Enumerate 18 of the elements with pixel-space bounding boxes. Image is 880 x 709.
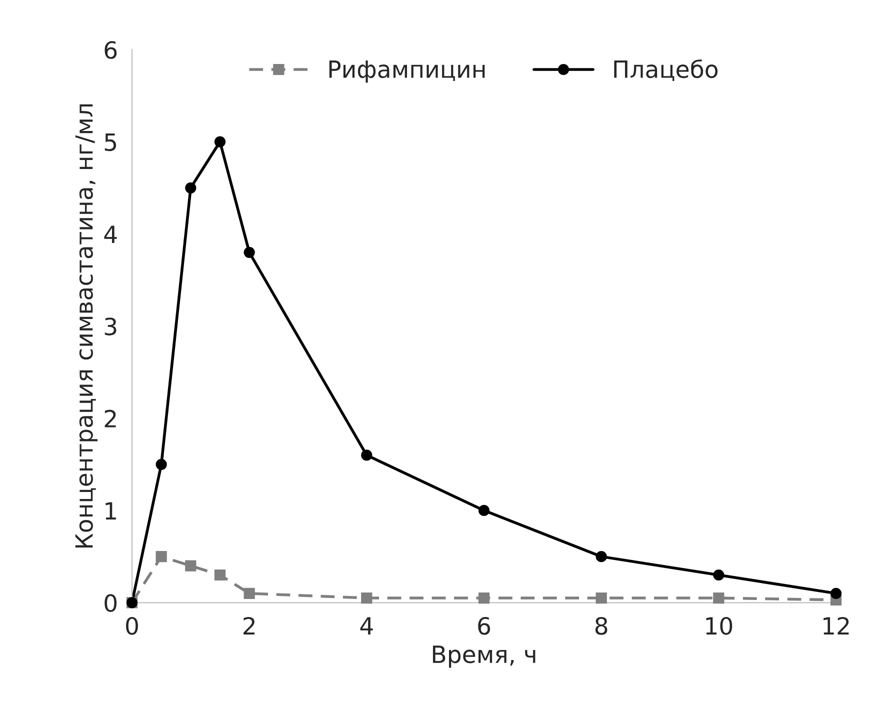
x-tick-label: 2	[244, 616, 254, 634]
x-tick-label: 6	[478, 616, 490, 635]
y-tick-label: 4	[104, 226, 117, 243]
legend-label: Рифампицин	[329, 60, 485, 83]
y-tick-label: 6	[104, 41, 117, 59]
x-axis-title: Время, ч	[432, 646, 536, 668]
legend-label: Плацебо	[614, 59, 718, 82]
y-tick-label: 2	[104, 410, 116, 428]
x-tick-label: 8	[595, 616, 608, 635]
x-tick-label: 10	[706, 616, 732, 635]
y-tick-label: 0	[104, 594, 117, 612]
x-tick-label: 12	[824, 616, 849, 634]
y-tick-label: 3	[104, 318, 116, 336]
y-axis-title: Концентрация симвастатина, нг/мл	[75, 104, 98, 548]
x-tick-label: 0	[126, 616, 138, 635]
y-tick-label: 5	[104, 134, 116, 152]
x-tick-label: 4	[360, 617, 373, 634]
y-tick-label: 1	[106, 502, 116, 520]
